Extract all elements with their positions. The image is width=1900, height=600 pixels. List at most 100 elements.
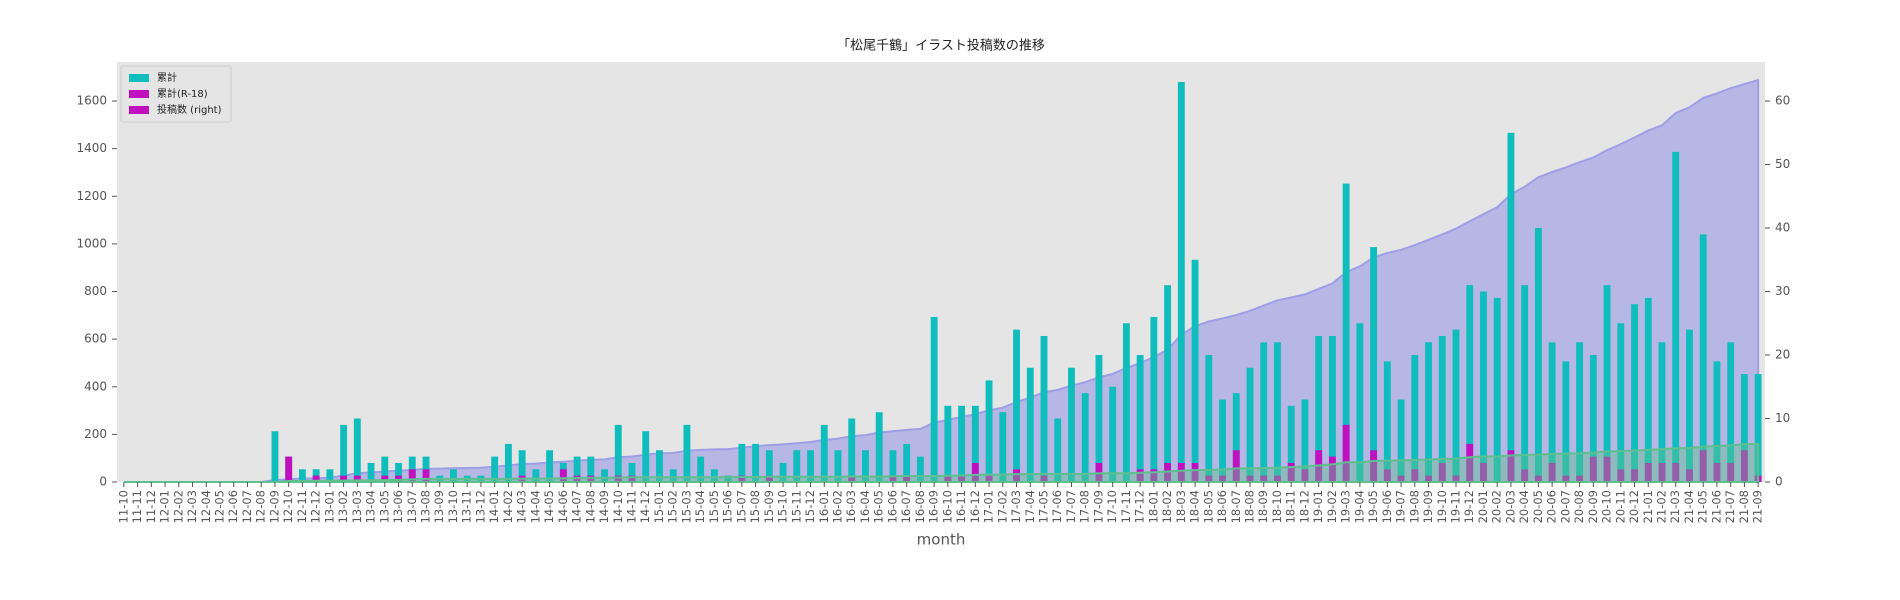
legend-label: 投稿数 (right): [157, 103, 222, 116]
x-tick-label: 17-04: [1023, 490, 1037, 523]
x-tick-label: 11-12: [144, 490, 158, 523]
bar: [1699, 234, 1707, 482]
bar: [1342, 183, 1350, 483]
bar: [1534, 228, 1542, 482]
x-tick-label: 20-11: [1613, 490, 1627, 523]
bar: [1603, 285, 1611, 482]
bar: [1672, 462, 1680, 482]
bar: [958, 475, 966, 482]
x-tick-label: 15-12: [803, 490, 817, 523]
bar: [1672, 151, 1680, 483]
x-tick-label: 20-05: [1531, 490, 1545, 523]
bar: [1177, 462, 1185, 482]
bar: [1713, 462, 1721, 482]
x-tick-label: 12-04: [199, 490, 213, 523]
bar: [628, 475, 636, 482]
x-tick-label: 14-12: [638, 490, 652, 523]
x-tick-label: 19-05: [1366, 490, 1380, 523]
x-tick-label: 12-10: [281, 490, 295, 523]
x-tick-label: 20-01: [1476, 490, 1490, 523]
x-tick-label: 12-02: [171, 490, 185, 523]
bar: [1507, 132, 1515, 483]
x-tick-label: 15-04: [693, 490, 707, 523]
x-tick-label: 20-12: [1627, 490, 1641, 523]
bar: [1095, 355, 1103, 482]
y-tick-label: 600: [84, 332, 107, 346]
x-tick-label: 15-01: [652, 490, 666, 523]
bar: [971, 462, 979, 482]
bar: [848, 475, 856, 482]
bar: [408, 469, 416, 482]
x-tick-label: 16-12: [968, 490, 982, 523]
bar: [765, 475, 773, 482]
bar: [903, 443, 911, 482]
bar: [1191, 462, 1199, 482]
bar: [271, 431, 279, 482]
bar: [1287, 462, 1295, 482]
bar: [1328, 456, 1336, 482]
legend-swatch: [129, 106, 149, 114]
bar: [1644, 462, 1652, 482]
bar: [587, 475, 595, 482]
bar: [1136, 355, 1144, 482]
x-tick-label: 20-03: [1503, 490, 1517, 523]
bar: [985, 380, 993, 482]
bar: [628, 462, 636, 482]
y2-tick-label: 40: [1775, 221, 1790, 235]
x-tick-label: 19-02: [1325, 490, 1339, 523]
bar: [971, 405, 979, 482]
x-tick-label: 17-12: [1133, 490, 1147, 523]
bar: [683, 424, 691, 482]
x-tick-label: 16-02: [831, 490, 845, 523]
x-tick-label: 14-10: [611, 490, 625, 523]
x-tick-label: 18-11: [1284, 490, 1298, 523]
y-tick-label: 1000: [76, 236, 107, 250]
bar: [1232, 393, 1240, 482]
y2-tick-label: 30: [1775, 284, 1790, 298]
bar: [724, 475, 732, 482]
x-tick-label: 18-04: [1188, 490, 1202, 523]
bar: [1644, 297, 1652, 482]
y-tick-label: 200: [84, 427, 107, 441]
x-tick-label: 16-01: [817, 490, 831, 523]
x-tick-label: 14-02: [501, 490, 515, 523]
chart-title: 「松尾千鶴」イラスト投稿数の推移: [837, 38, 1045, 54]
bar: [587, 456, 595, 482]
bar: [1452, 475, 1460, 482]
bar: [353, 475, 361, 482]
x-tick-label: 12-07: [240, 490, 254, 523]
x-tick-label: 11-10: [116, 490, 130, 523]
bar: [1548, 342, 1556, 482]
bar: [1589, 456, 1597, 482]
bar: [1136, 469, 1144, 482]
x-tick-label: 21-06: [1709, 490, 1723, 523]
bar: [1370, 450, 1378, 482]
bar: [491, 456, 499, 482]
bar: [1589, 355, 1597, 482]
x-tick-label: 18-12: [1297, 490, 1311, 523]
bar: [1686, 469, 1693, 482]
bar: [1740, 374, 1748, 482]
bar: [1342, 424, 1350, 482]
bar: [340, 424, 348, 482]
bar: [1438, 335, 1446, 482]
bar: [1040, 475, 1048, 482]
bar: [738, 443, 746, 482]
x-tick-label: 17-08: [1078, 490, 1092, 523]
bar: [1713, 361, 1721, 482]
legend-swatch: [129, 74, 149, 82]
bar: [1246, 475, 1254, 482]
bar: [1068, 367, 1075, 482]
x-tick-label: 20-04: [1517, 490, 1531, 523]
bar: [450, 469, 457, 482]
x-tick-label: 18-10: [1270, 490, 1284, 523]
bar: [807, 450, 814, 482]
bar: [999, 412, 1007, 482]
x-tick-label: 13-07: [405, 490, 419, 523]
bar: [930, 316, 938, 482]
bar: [559, 469, 567, 482]
x-tick-label: 20-10: [1600, 490, 1614, 523]
bar: [1727, 462, 1735, 482]
x-tick-label: 15-07: [734, 490, 748, 523]
x-tick-label: 12-08: [254, 490, 268, 523]
